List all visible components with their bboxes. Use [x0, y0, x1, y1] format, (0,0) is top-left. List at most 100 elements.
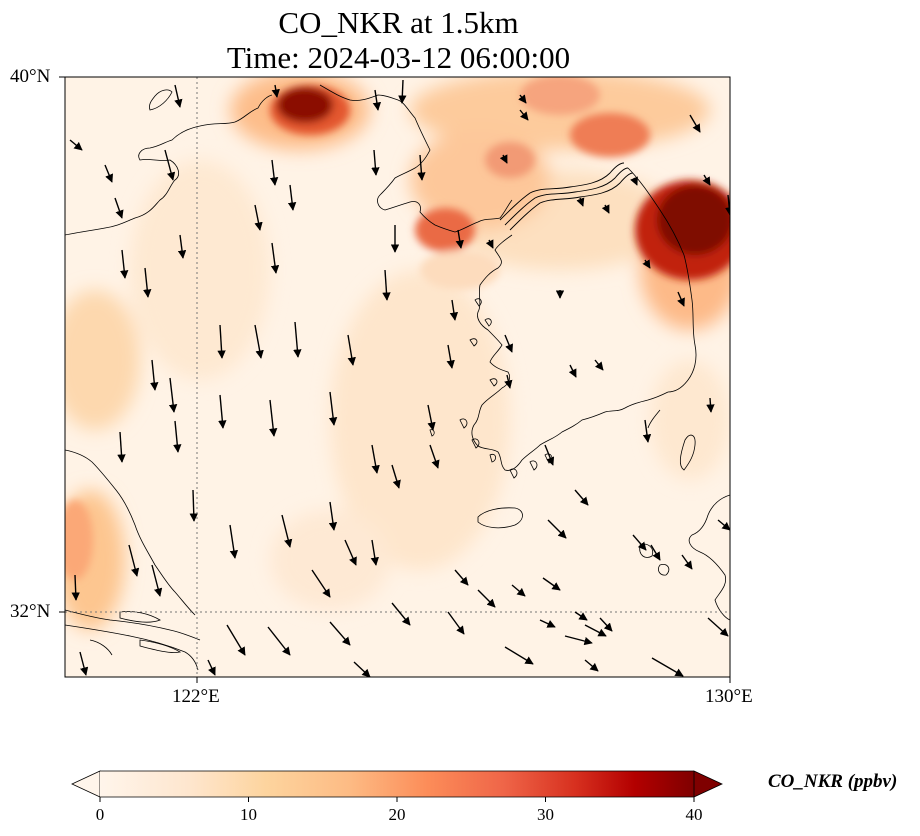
wind-arrow [519, 109, 529, 121]
wind-arrow [168, 377, 178, 413]
wind-arrow [329, 621, 351, 646]
wind-arrow [568, 364, 577, 378]
wind-arrow [511, 584, 526, 597]
wind-arrow [328, 501, 338, 531]
wind-arrow [174, 84, 183, 108]
wind-arrow [417, 154, 426, 181]
wind-arrow [429, 444, 440, 469]
wind-arrow [446, 344, 455, 369]
wind-arrow [114, 197, 124, 219]
wind-arrow [218, 394, 227, 429]
wind-arrow [689, 114, 701, 133]
wind-arrow [293, 321, 302, 358]
wind-arrow [370, 539, 379, 566]
wind-arrow [281, 514, 293, 548]
coastlines [65, 84, 730, 671]
wind-arrow [382, 269, 391, 301]
wind-arrow [544, 444, 555, 466]
wind-arrow [677, 291, 685, 307]
wind-arrow [650, 544, 661, 561]
wind-arrow [477, 589, 496, 608]
colorbar-min-extend [71, 770, 101, 798]
wind-arrow [601, 204, 610, 214]
colorbar-tick-20: 20 [388, 805, 406, 824]
wind-arrow [391, 464, 401, 489]
wind-arrow [594, 359, 604, 371]
colorbar-gradient [100, 771, 694, 797]
wind-vectors [69, 79, 730, 677]
wind-arrow [347, 334, 356, 366]
wind-arrow [353, 661, 371, 677]
wind-arrow [344, 539, 357, 566]
wind-arrow [706, 397, 715, 413]
wind-arrow [371, 149, 380, 176]
wind-arrow [267, 626, 291, 656]
wind-arrow [173, 420, 182, 453]
wind-arrow [177, 234, 187, 259]
wind-arrow [574, 611, 588, 621]
wind-arrow [599, 617, 613, 632]
wind-arrow [271, 84, 280, 98]
wind-arrow [371, 444, 380, 474]
wind-arrow [564, 635, 593, 646]
wind-arrow [449, 299, 459, 321]
wind-arrow [151, 564, 163, 597]
wind-arrow [539, 619, 556, 628]
wind-arrow [143, 267, 152, 298]
wind-arrow [79, 651, 89, 676]
concentration-field [65, 77, 730, 677]
colorbar-tick-10: 10 [240, 805, 257, 824]
wind-arrow [630, 176, 638, 186]
lat-label-32: 32°N [10, 601, 51, 622]
wind-arrow [707, 617, 729, 637]
wind-arrow [226, 624, 246, 656]
wind-arrow [117, 431, 126, 463]
wind-arrow [311, 569, 331, 598]
wind-arrow [518, 94, 527, 104]
wind-arrow [372, 89, 382, 111]
wind-arrow [504, 374, 513, 389]
map-frame [64, 76, 731, 678]
wind-arrow [164, 149, 176, 181]
wind-arrow [681, 554, 693, 570]
chart-title-line2: Time: 2024-03-12 06:00:00 [226, 40, 571, 75]
wind-arrow [71, 574, 80, 601]
wind-arrow [189, 489, 198, 522]
wind-arrow [207, 659, 216, 676]
wind-arrow [584, 659, 599, 672]
wind-arrow [584, 624, 607, 637]
wind-arrow [447, 611, 465, 635]
wind-arrow [269, 159, 279, 186]
chart-title-line1: CO_NKR at 1.5km [278, 5, 519, 40]
wind-arrow [574, 489, 589, 506]
wind-arrow [485, 239, 494, 249]
wind-arrow [504, 646, 534, 665]
wind-arrow [104, 164, 114, 183]
wind-arrow [717, 519, 730, 531]
wind-arrow [254, 204, 263, 231]
wind-arrow [702, 174, 711, 186]
wind-arrow [254, 324, 264, 359]
wind-arrow [576, 197, 585, 207]
wind-arrow [427, 404, 436, 431]
lon-label-130: 130°E [705, 686, 753, 707]
wind-arrow [150, 359, 159, 391]
wind-arrow [504, 334, 514, 353]
lat-label-40: 40°N [10, 66, 51, 87]
wind-arrow [499, 154, 508, 164]
wind-arrow [229, 524, 239, 559]
colorbar-tick-0: 0 [95, 805, 105, 824]
wind-arrow [270, 242, 280, 274]
wind-arrow [128, 544, 140, 577]
wind-arrow [120, 249, 129, 279]
colorbar-label: CO_NKR (ppbv) [768, 771, 898, 792]
wind-arrow [69, 139, 83, 151]
wind-arrow [287, 184, 297, 211]
colorbar-tick-40: 40 [685, 805, 703, 824]
colorbar-max-extend [693, 770, 723, 798]
wind-arrow [391, 602, 411, 626]
wind-arrow [398, 79, 407, 104]
wind-arrow [454, 569, 469, 586]
gridlines [65, 77, 730, 677]
